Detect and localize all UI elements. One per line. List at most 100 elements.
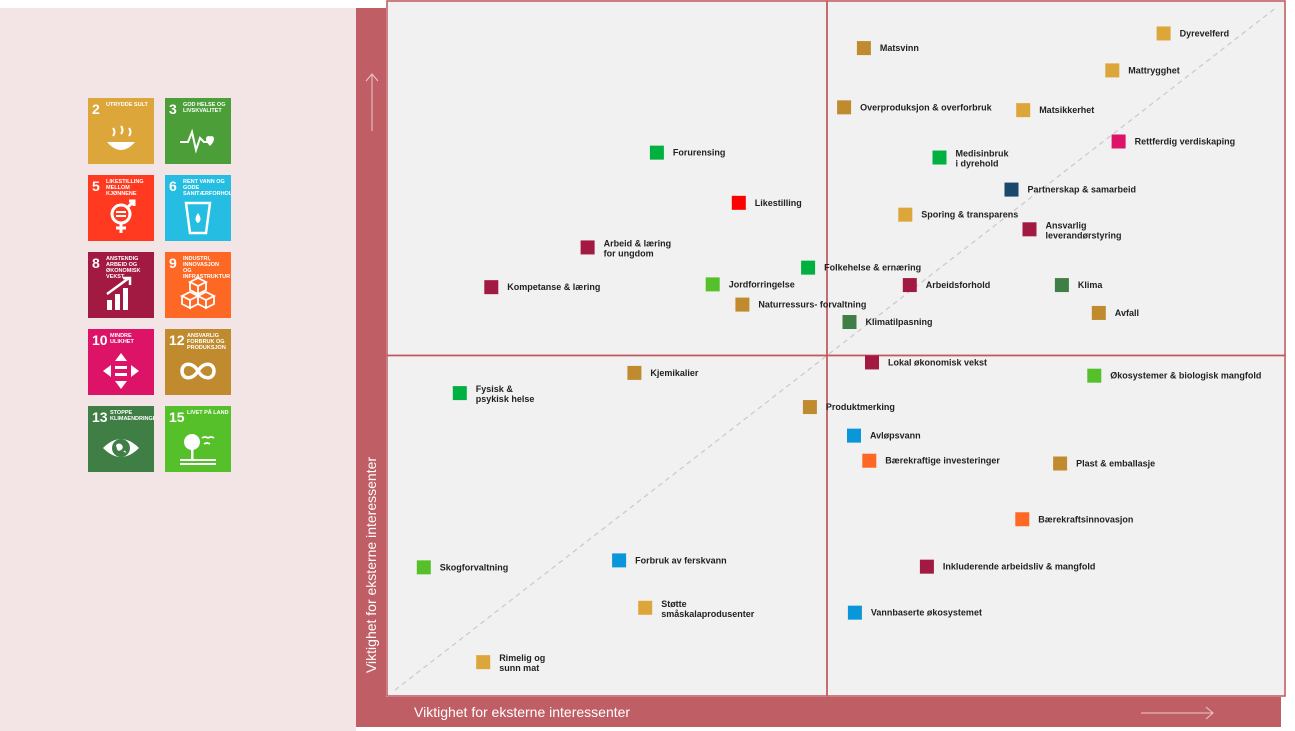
- data-point-label: Mattrygghet: [1128, 65, 1180, 75]
- sdg-number: 8: [92, 255, 100, 271]
- sdg-tile-2: 2 Utrydde sult: [88, 98, 154, 164]
- data-point-marker: [847, 428, 861, 443]
- data-point-label: Vannbaserte økosystemet: [871, 608, 982, 618]
- data-point-marker: [735, 297, 750, 312]
- data-point-marker: [1054, 278, 1069, 293]
- sdg-number: 5: [92, 178, 100, 194]
- data-point-marker: [627, 365, 642, 380]
- sdg-number: 2: [92, 101, 100, 117]
- data-point-marker: [580, 240, 595, 255]
- data-point-marker: [842, 315, 857, 330]
- data-point-label: Bærekraftige investeringer: [885, 456, 1000, 466]
- data-point-marker: [638, 600, 653, 615]
- sdg-tile-12: 12 Ansvarlig forbruk og produksjon: [165, 329, 231, 395]
- data-point-label: Bærekraftsinnovasjon: [1038, 514, 1133, 524]
- data-point-label: Matsvinn: [880, 43, 919, 53]
- data-point-label: Partnerskap & samarbeid: [1028, 185, 1137, 195]
- data-point-marker: [1053, 456, 1068, 471]
- data-point-label: Lokal økonomisk vekst: [888, 357, 987, 367]
- data-point-label-line: Arbeid & læring: [604, 238, 672, 248]
- data-point-marker: [705, 277, 720, 292]
- data-point-label: Folkehelse & ernæring: [824, 263, 921, 273]
- data-point-label: Overproduksjon & overforbruk: [860, 102, 993, 112]
- data-point-label: Forurensing: [673, 148, 726, 158]
- data-point-marker: [919, 559, 934, 574]
- data-point-marker: [856, 41, 871, 56]
- diagonal-reference-line: [394, 6, 1278, 691]
- data-point-label-line: sunn mat: [499, 663, 539, 673]
- sdg-number: 15: [169, 409, 185, 425]
- y-axis-arrow-head: [365, 73, 379, 82]
- data-point-label: Matsikkerhet: [1039, 105, 1094, 115]
- y-axis-band: [356, 8, 386, 727]
- sdg-tile-8: 8 Anstendig arbeid og økonomisk vekst: [88, 252, 154, 318]
- sdg-title: Ansvarlig forbruk og produksjon: [187, 333, 226, 351]
- x-axis-title: Viktighet for eksterne interessenter: [414, 704, 631, 720]
- sdg-tile-9: 9 Industri, innovasjon og infrastruktur: [165, 252, 231, 318]
- x-axis-band: [386, 697, 1281, 727]
- data-point-label-line: for ungdom: [604, 248, 654, 258]
- sdg-panel: 2 Utrydde sult 3 God helse og livskvalitet 5…: [0, 8, 356, 731]
- data-point-label-line: småskalaprodusenter: [661, 609, 755, 619]
- data-point-label: Avfall: [1115, 308, 1139, 318]
- sdg-tile-6: 6 Rent vann og gode sanitærforhold: [165, 175, 231, 241]
- sdg-title: Industri, innovasjon og infrastruktur: [183, 256, 231, 280]
- data-point-label: Likestilling: [755, 198, 802, 208]
- data-point-label: Produktmerking: [826, 402, 895, 412]
- data-point-label: Avløpsvann: [870, 431, 921, 441]
- data-point-label: Ansvarlig leverandørstyring: [1046, 220, 1122, 240]
- data-point-label: Arbeidsforhold: [926, 280, 991, 290]
- data-point-marker: [1156, 26, 1171, 41]
- data-point-label-line: leverandørstyring: [1046, 230, 1122, 240]
- sdg-tile-5: 5 Likestilling mellom kjønnene: [88, 175, 154, 241]
- data-point-marker: [1022, 222, 1037, 237]
- data-point-marker: [649, 145, 664, 160]
- data-point-label-line: Fysisk &: [476, 384, 514, 394]
- data-point-marker: [476, 655, 491, 670]
- data-point-label-line: Støtte: [661, 599, 687, 609]
- sdg-title: Rent vann og gode sanitærforhold: [183, 179, 231, 197]
- data-point-label: Kompetanse & læring: [507, 282, 600, 292]
- data-point-label: Fysisk & psykisk helse: [476, 384, 535, 404]
- sdg-title: Likestilling mellom kjønnene: [106, 179, 144, 197]
- data-point-label: Klimatilpasning: [866, 317, 933, 327]
- sdg-title: God helse og livskvalitet: [183, 102, 226, 114]
- data-point-label: Klima: [1078, 280, 1104, 290]
- data-point-marker: [865, 355, 879, 370]
- data-point-label: Plast & emballasje: [1076, 459, 1155, 469]
- data-point-marker: [1004, 182, 1019, 197]
- data-point-marker: [1087, 368, 1102, 383]
- sdg-tile-13: 13Stoppe klimaendringene: [88, 406, 154, 472]
- data-point-marker: [837, 100, 852, 115]
- data-point-label: Forbruk av ferskvann: [635, 555, 727, 565]
- sdg-title: Stoppe klimaendringene: [110, 410, 154, 422]
- data-point-marker: [802, 400, 817, 415]
- data-point-marker: [1016, 103, 1031, 118]
- data-point-marker: [612, 553, 627, 568]
- sdg-number: 10: [92, 332, 108, 348]
- data-point-label: Rettferdig verdiskaping: [1135, 136, 1236, 146]
- data-point-label: Økosystemer & biologisk mangfold: [1110, 371, 1261, 381]
- data-point-marker: [484, 280, 499, 295]
- data-point-marker: [452, 386, 467, 401]
- data-point-marker: [1091, 305, 1106, 320]
- sdg-number: 6: [169, 178, 177, 194]
- data-point-marker: [1111, 134, 1126, 149]
- data-point-marker: [1015, 512, 1030, 527]
- data-point-label-line: Rimelig og: [499, 653, 545, 663]
- data-point-label: Medisinbruk i dyrehold: [956, 149, 1010, 169]
- data-point-marker: [902, 278, 917, 293]
- data-point-marker: [416, 560, 431, 575]
- quadrant-bottom-right: [826, 354, 1286, 697]
- sdg-title: Livet på land: [187, 410, 229, 416]
- data-point-label-line: Medisinbruk: [956, 149, 1010, 159]
- data-point-marker: [862, 453, 877, 468]
- data-point-label-line: psykisk helse: [476, 394, 535, 404]
- sdg-number: 13: [92, 409, 108, 425]
- sdg-title: Anstendig arbeid og økonomisk vekst: [106, 256, 141, 280]
- data-point-marker: [801, 260, 816, 275]
- sdg-tile-15: 15 Livet på land: [165, 406, 231, 472]
- data-point-label: Naturressurs- forvaltning: [758, 300, 866, 310]
- data-point-label: Støtte småskalaprodusenter: [661, 599, 755, 619]
